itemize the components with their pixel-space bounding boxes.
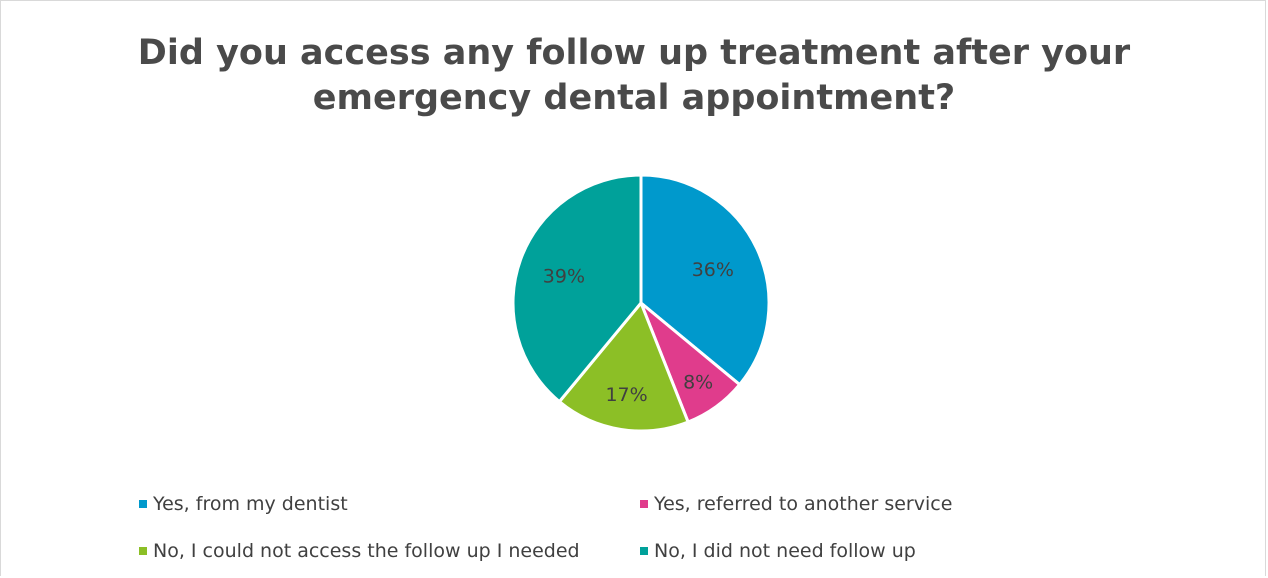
- pie-slices: [511, 173, 771, 433]
- pie-data-labels: 36% 8% 17% 39%: [543, 259, 734, 406]
- pie-data-label-3: 39%: [543, 265, 585, 287]
- pie-data-label-2: 17%: [605, 384, 647, 406]
- pie-slice-3: [511, 173, 643, 404]
- pie-data-label-1: 8%: [683, 372, 713, 394]
- pie-slice-2: [557, 301, 690, 433]
- chart-title-line-2: emergency dental appointment?: [312, 78, 956, 118]
- pie-data-label-0: 36%: [692, 259, 734, 281]
- chart-title-line-1: Did you access any follow up treatment a…: [137, 33, 1131, 73]
- chart-title: Did you access any follow up treatment a…: [1, 31, 1267, 121]
- pie-slice-0: [639, 173, 771, 387]
